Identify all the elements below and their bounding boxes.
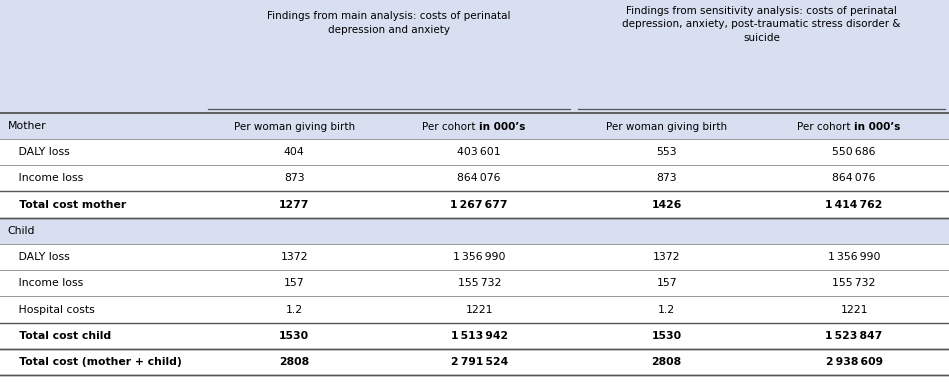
Text: 155 732: 155 732: [832, 278, 876, 288]
Text: in 000’s: in 000’s: [479, 122, 526, 132]
Text: 1426: 1426: [651, 199, 682, 210]
Text: 155 732: 155 732: [457, 278, 501, 288]
Text: Total cost mother: Total cost mother: [8, 199, 126, 210]
Text: 1530: 1530: [652, 331, 681, 341]
Text: 1 356 990: 1 356 990: [453, 252, 506, 262]
Text: 2808: 2808: [652, 357, 681, 367]
Text: 1 513 942: 1 513 942: [451, 331, 508, 341]
Text: 1372: 1372: [281, 252, 307, 262]
Text: Per woman giving birth: Per woman giving birth: [606, 122, 727, 132]
Text: Findings from sensitivity analysis: costs of perinatal
depression, anxiety, post: Findings from sensitivity analysis: cost…: [623, 6, 901, 43]
Text: 1 267 677: 1 267 677: [451, 199, 508, 210]
Text: Mother: Mother: [8, 121, 47, 131]
Bar: [0, 113, 949, 139]
Text: 1277: 1277: [279, 199, 309, 210]
Text: 157: 157: [657, 278, 677, 288]
Text: 1530: 1530: [279, 331, 309, 341]
Text: Per cohort: Per cohort: [422, 122, 479, 132]
Text: 1 523 847: 1 523 847: [826, 331, 883, 341]
Text: Hospital costs: Hospital costs: [8, 304, 94, 314]
Text: 873: 873: [284, 173, 305, 183]
Text: Income loss: Income loss: [8, 278, 83, 288]
Text: 873: 873: [657, 173, 677, 183]
Text: 1 356 990: 1 356 990: [828, 252, 881, 262]
Text: 403 601: 403 601: [457, 147, 501, 157]
Text: 864 076: 864 076: [457, 173, 501, 183]
Bar: [0, 113, 949, 382]
Text: 404: 404: [284, 147, 305, 157]
Text: 1 414 762: 1 414 762: [826, 199, 883, 210]
Text: Findings from main analysis: costs of perinatal
depression and anxiety: Findings from main analysis: costs of pe…: [268, 11, 511, 35]
Text: Income loss: Income loss: [8, 173, 83, 183]
Text: in 000’s: in 000’s: [854, 122, 901, 132]
Bar: [0, 218, 949, 244]
Text: 2 791 524: 2 791 524: [451, 357, 508, 367]
Text: DALY loss: DALY loss: [8, 252, 69, 262]
Text: Total cost (mother + child): Total cost (mother + child): [8, 357, 181, 367]
Text: 157: 157: [284, 278, 305, 288]
Text: Total cost child: Total cost child: [8, 331, 111, 341]
Text: 1221: 1221: [466, 304, 493, 314]
Text: 2808: 2808: [279, 357, 309, 367]
Text: 550 686: 550 686: [832, 147, 876, 157]
Text: 1.2: 1.2: [658, 304, 676, 314]
Text: 1221: 1221: [841, 304, 867, 314]
Text: Per woman giving birth: Per woman giving birth: [233, 122, 355, 132]
Text: 1372: 1372: [653, 252, 680, 262]
Text: 553: 553: [657, 147, 677, 157]
Text: Per cohort: Per cohort: [797, 122, 854, 132]
Text: 864 076: 864 076: [832, 173, 876, 183]
Text: DALY loss: DALY loss: [8, 147, 69, 157]
Text: 1.2: 1.2: [286, 304, 303, 314]
Text: 2 938 609: 2 938 609: [826, 357, 883, 367]
Text: Child: Child: [8, 226, 35, 236]
